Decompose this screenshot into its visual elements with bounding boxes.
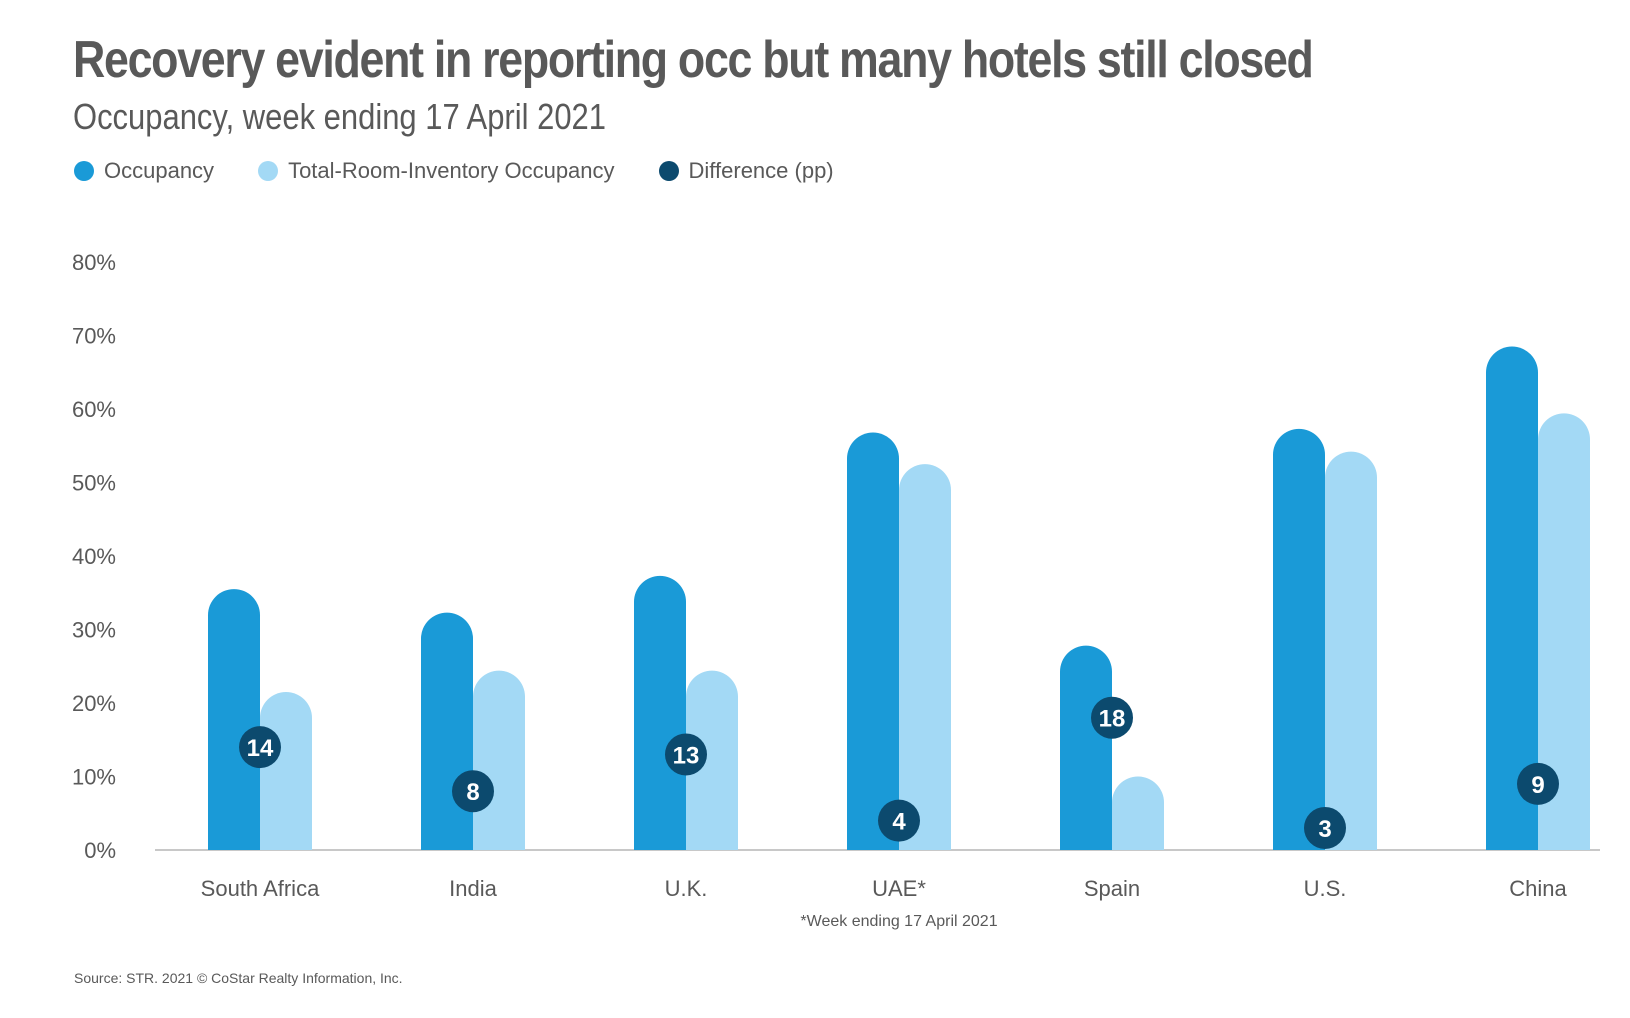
difference-label-china: 9 xyxy=(1531,772,1544,799)
legend-swatch-occupancy xyxy=(74,161,94,181)
difference-label-uae: 4 xyxy=(892,809,906,836)
difference-label-india: 8 xyxy=(466,779,479,806)
legend-label-total-room-inventory-occupancy: Total-Room-Inventory Occupancy xyxy=(288,158,615,183)
difference-marker-uae xyxy=(878,799,920,842)
chart-title: Recovery evident in reporting occ but ma… xyxy=(73,31,1314,89)
x-tick-label-spain: Spain xyxy=(1084,876,1140,901)
x-tick-label-india: India xyxy=(449,876,497,901)
bar-total-room-inventory-occupancy-u-s xyxy=(1325,451,1377,850)
bar-occupancy-china xyxy=(1486,346,1538,850)
legend-item-occupancy: Occupancy xyxy=(74,158,214,184)
y-tick-label: 40% xyxy=(72,544,116,569)
y-tick-label: 30% xyxy=(72,618,116,643)
difference-label-south-africa: 14 xyxy=(247,735,274,762)
difference-marker-south-africa xyxy=(239,726,281,769)
y-tick-label: 50% xyxy=(72,471,116,496)
difference-marker-u-k xyxy=(665,733,707,776)
category-footnote: *Week ending 17 April 2021 xyxy=(800,913,997,930)
bar-occupancy-south-africa xyxy=(208,589,260,850)
bar-occupancy-spain xyxy=(1060,645,1112,850)
bar-total-room-inventory-occupancy-south-africa xyxy=(260,691,312,850)
source-note: Source: STR. 2021 © CoStar Realty Inform… xyxy=(74,970,403,986)
legend-swatch-difference xyxy=(658,161,679,181)
y-tick-label: 60% xyxy=(72,397,116,422)
bar-total-room-inventory-occupancy-india xyxy=(473,670,525,850)
x-tick-label-south-africa: South Africa xyxy=(201,876,320,901)
y-tick-label: 10% xyxy=(72,765,116,790)
x-tick-label-u-s: U.S. xyxy=(1304,876,1347,901)
difference-marker-china xyxy=(1517,762,1559,805)
x-tick-label-u-k: U.K. xyxy=(665,876,708,901)
bar-total-room-inventory-occupancy-uae xyxy=(899,464,951,850)
difference-label-u-k: 13 xyxy=(673,742,700,769)
bar-occupancy-u-k xyxy=(634,575,686,850)
bar-occupancy-u-s xyxy=(1273,428,1325,850)
y-tick-label: 80% xyxy=(72,250,116,275)
legend-swatch-total-room-inventory-occupancy xyxy=(258,161,279,181)
y-tick-label: 70% xyxy=(72,324,116,349)
bar-total-room-inventory-occupancy-spain xyxy=(1112,776,1164,850)
difference-label-u-s: 3 xyxy=(1318,816,1331,843)
bar-total-room-inventory-occupancy-china xyxy=(1538,413,1590,850)
difference-label-spain: 18 xyxy=(1099,706,1126,733)
bar-total-room-inventory-occupancy-u-k xyxy=(686,670,738,850)
difference-marker-u-s xyxy=(1304,806,1346,849)
chart-subtitle: Occupancy, week ending 17 April 2021 xyxy=(73,96,606,137)
y-tick-label: 20% xyxy=(72,691,116,716)
bar-occupancy-india xyxy=(421,612,473,850)
legend-label-occupancy: Occupancy xyxy=(104,158,215,183)
x-tick-label-china: China xyxy=(1509,876,1567,901)
legend-item-total-room-inventory-occupancy: Total-Room-Inventory Occupancy xyxy=(258,158,615,184)
legend-label-difference: Difference (pp) xyxy=(688,158,834,183)
x-tick-label-uae: UAE* xyxy=(872,876,926,901)
chart-legend: Occupancy Total-Room-Inventory Occupancy… xyxy=(74,156,878,186)
difference-marker-spain xyxy=(1091,696,1133,739)
legend-item-difference: Difference (pp) xyxy=(658,158,834,184)
difference-marker-india xyxy=(452,770,494,813)
bar-occupancy-uae xyxy=(847,432,899,850)
y-tick-label: 0% xyxy=(84,838,116,863)
